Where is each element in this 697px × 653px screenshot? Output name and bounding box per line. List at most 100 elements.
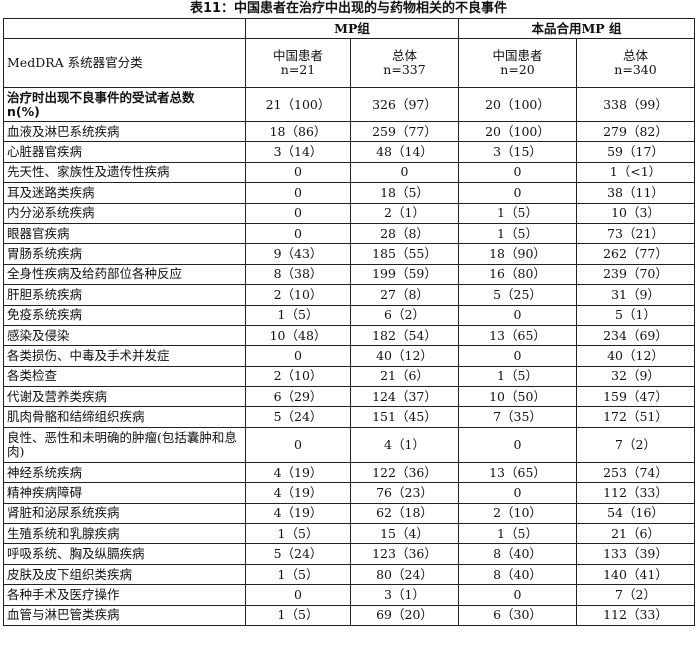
row-label: 良性、恶性和未明确的肿瘤(包括囊肿和息肉) xyxy=(3,426,246,463)
table-row: 良性、恶性和未明确的肿瘤(包括囊肿和息肉) 0 4（1） 0 7（2） xyxy=(3,426,695,463)
table-row: 胃肠系统疾病 9（43） 185（55） 18（90） 262（77） xyxy=(3,243,695,265)
cell-value: 2（10） xyxy=(458,502,577,525)
row-label: 感染及侵染 xyxy=(3,324,246,347)
cell-value: 21（6） xyxy=(576,523,695,545)
cell-value: 8（40） xyxy=(458,563,577,586)
cell-value: 32（9） xyxy=(576,365,695,388)
row-label: 各类检查 xyxy=(3,365,246,388)
cell-value: 3（15） xyxy=(458,141,577,163)
cell-value: 1（5） xyxy=(458,222,577,245)
cell-value: 21（6） xyxy=(350,365,459,388)
table-row: 肝胆系统疾病 2（10） 27（8） 5（25） 31（9） xyxy=(3,284,695,306)
table-row: 生殖系统和乳腺疾病 1（5） 15（4） 1（5） 21（6） xyxy=(3,523,695,545)
table-row: 全身性疾病及给药部位各种反应 8（38） 199（59） 16（80） 239（70） xyxy=(3,263,695,286)
table-row: 皮肤及皮下组织类疾病 1（5） 80（24） 8（40） 140（41） xyxy=(3,563,695,586)
cell-value: 2（10） xyxy=(245,284,351,306)
cell-value: 1（5） xyxy=(245,523,351,545)
cell-value: 185（55） xyxy=(350,243,459,265)
row-label: 肌肉骨骼和结缔组织疾病 xyxy=(3,406,246,428)
cell-value: 1（5） xyxy=(458,523,577,545)
table-row: 肌肉骨骼和结缔组织疾病 5（24） 151（45） 7（35） 172（51） xyxy=(3,406,695,428)
cell-value: 5（24） xyxy=(245,543,351,565)
cell-value: 40（12） xyxy=(350,345,459,367)
cell-value: 3（14） xyxy=(245,141,351,163)
cell-value: 62（18） xyxy=(350,502,459,525)
table-row: 各类检查 2（10） 21（6） 1（5） 32（9） xyxy=(3,365,695,388)
cell-value: 253（74） xyxy=(576,461,695,484)
total-label-sub: n(%) xyxy=(7,103,40,119)
cell-value: 13（65） xyxy=(458,461,577,484)
cell-value: 239（70） xyxy=(576,263,695,286)
cell-value: 31（9） xyxy=(576,284,695,306)
table-row: 各类损伤、中毒及手术并发症 0 40（12） 0 40（12） xyxy=(3,345,695,367)
cell-value: 0 xyxy=(245,182,351,204)
cell-value: 0 xyxy=(245,202,351,224)
total-row: 治疗时出现不良事件的受试者总数 n(%) 21（100） 326（97） 20（100… xyxy=(3,87,695,122)
cell-value: 0 xyxy=(458,304,577,326)
cell-value: 0 xyxy=(245,222,351,245)
row-label: 全身性疾病及给药部位各种反应 xyxy=(3,263,246,286)
cell-value: 5（1） xyxy=(576,304,695,326)
cell-value: 54（16） xyxy=(576,502,695,525)
group-header-row: MP组 本品合用MP 组 xyxy=(3,18,695,39)
table-row: 耳及迷路类疾病 0 18（5） 0 38（11） xyxy=(3,182,695,204)
cell-value: 112（33） xyxy=(576,604,695,626)
cell-value: 38（11） xyxy=(576,182,695,204)
cell-value: 40（12） xyxy=(576,345,695,367)
row-label: 呼吸系统、胸及纵膈疾病 xyxy=(3,543,246,565)
cell-value: 1（5） xyxy=(245,563,351,586)
empty-cell xyxy=(3,18,246,39)
table-row: 先天性、家族性及遗传性疾病 0 0 0 1（<1） xyxy=(3,161,695,184)
row-label: 各种手术及医疗操作 xyxy=(3,584,246,606)
cell-value: 18（86） xyxy=(245,120,351,143)
row-label: 免疫系统疾病 xyxy=(3,304,246,326)
cell-value: 18（5） xyxy=(350,182,459,204)
cell-value: 18（90） xyxy=(458,243,577,265)
cell-value: 6（2） xyxy=(350,304,459,326)
column-header: 总体 n=340 xyxy=(576,38,695,88)
column-header: 总体 n=337 xyxy=(350,38,459,88)
cell-value: 10（3） xyxy=(576,202,695,224)
column-n: n=340 xyxy=(614,62,657,77)
cell-value: 7（2） xyxy=(576,426,695,463)
cell-value: 0 xyxy=(458,161,577,184)
cell-value: 80（24） xyxy=(350,563,459,586)
row-label: 血液及淋巴系统疾病 xyxy=(3,120,246,143)
cell-value: 15（4） xyxy=(350,523,459,545)
cell-value: 0 xyxy=(458,345,577,367)
row-label: 肝胆系统疾病 xyxy=(3,284,246,306)
column-header-row: MedDRA 系统器官分类 中国患者 n=21 总体 n=337 中国患者 n=20 总体 n… xyxy=(3,38,695,88)
cell-value: 1（<1） xyxy=(576,161,695,184)
row-label: 肾脏和泌尿系统疾病 xyxy=(3,502,246,525)
total-value: 326（97） xyxy=(350,87,459,122)
row-label: 各类损伤、中毒及手术并发症 xyxy=(3,345,246,367)
cell-value: 16（80） xyxy=(458,263,577,286)
cell-value: 2（1） xyxy=(350,202,459,224)
column-n: n=337 xyxy=(383,62,426,77)
column-n: n=20 xyxy=(500,62,535,77)
table-row: 眼器官疾病 0 28（8） 1（5） 73（21） xyxy=(3,222,695,245)
cell-value: 0 xyxy=(458,182,577,204)
cell-value: 1（5） xyxy=(458,202,577,224)
group-combo-mp: 本品合用MP 组 xyxy=(458,18,695,39)
cell-value: 73（21） xyxy=(576,222,695,245)
row-label: 代谢及营养类疾病 xyxy=(3,386,246,408)
cell-value: 5（25） xyxy=(458,284,577,306)
cell-value: 8（38） xyxy=(245,263,351,286)
table-title: 表11：中国患者在治疗中出现的与药物相关的不良事件 xyxy=(189,1,508,16)
cell-value: 1（5） xyxy=(458,365,577,388)
table-row: 血管与淋巴管类疾病 1（5） 69（20） 6（30） 112（33） xyxy=(3,604,695,626)
cell-value: 151（45） xyxy=(350,406,459,428)
column-name: 中国患者 xyxy=(272,48,323,63)
cell-value: 10（50） xyxy=(458,386,577,408)
table-row: 内分泌系统疾病 0 2（1） 1（5） 10（3） xyxy=(3,202,695,224)
table-row: 肾脏和泌尿系统疾病 4（19） 62（18） 2（10） 54（16） xyxy=(3,502,695,525)
cell-value: 0 xyxy=(245,161,351,184)
cell-value: 13（65） xyxy=(458,324,577,347)
adverse-events-table: MP组 本品合用MP 组 MedDRA 系统器官分类 中国患者 n=21 总体 n=3… xyxy=(3,18,695,626)
row-label: 生殖系统和乳腺疾病 xyxy=(3,523,246,545)
column-name: 总体 xyxy=(622,48,648,63)
total-label: 治疗时出现不良事件的受试者总数 n(%) xyxy=(3,87,246,122)
cell-value: 182（54） xyxy=(350,324,459,347)
total-value: 338（99） xyxy=(576,87,695,122)
